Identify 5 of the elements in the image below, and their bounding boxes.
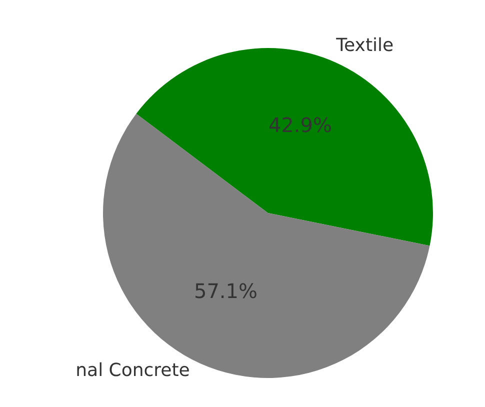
slice-label: nal Concrete bbox=[76, 360, 190, 382]
data-label: 57.1% bbox=[194, 278, 258, 303]
slice-label: Textile bbox=[335, 34, 394, 56]
pie-slice bbox=[103, 114, 430, 378]
data-label: 42.9% bbox=[268, 113, 332, 138]
